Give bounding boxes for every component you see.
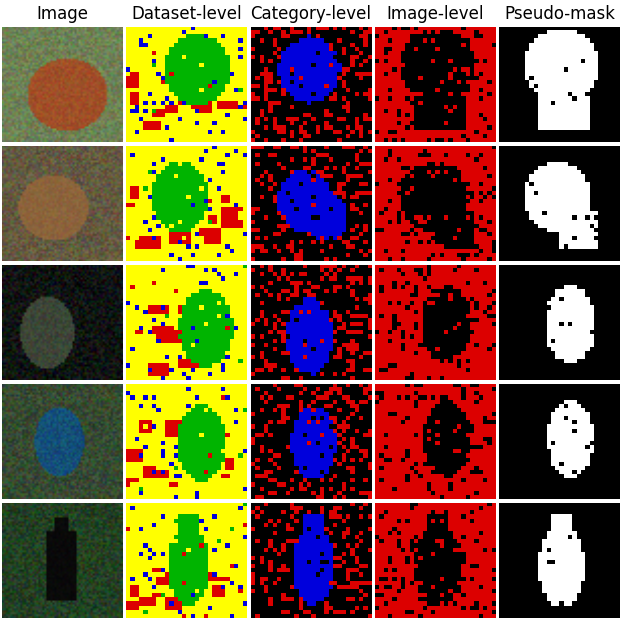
- Text: Image: Image: [36, 4, 88, 23]
- Text: Image-level: Image-level: [387, 4, 484, 23]
- Text: Pseudo-mask: Pseudo-mask: [504, 4, 615, 23]
- Text: Category-level: Category-level: [251, 4, 371, 23]
- Text: Dataset-level: Dataset-level: [131, 4, 242, 23]
